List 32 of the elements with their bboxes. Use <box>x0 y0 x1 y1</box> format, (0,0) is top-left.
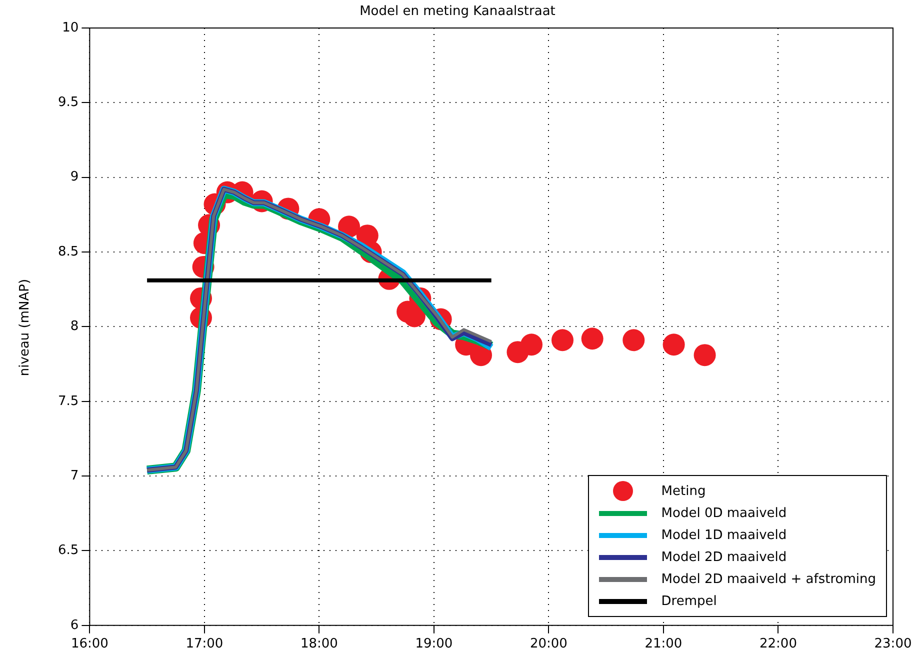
x-tick-label: 21:00 <box>644 636 682 652</box>
point <box>662 334 685 356</box>
x-tick-label: 19:00 <box>415 636 453 652</box>
point <box>622 329 645 352</box>
legend-label: Model 1D maaiveld <box>661 528 787 543</box>
y-tick-label: 8 <box>70 319 79 334</box>
x-tick-label: 16:00 <box>70 636 108 652</box>
y-tick-label: 8.5 <box>58 244 79 260</box>
x-tick-label: 18:00 <box>300 636 338 652</box>
chart-title: Model en meting Kanaalstraat <box>358 4 556 19</box>
y-tick-label: 7.5 <box>58 394 79 409</box>
y-tick-label: 9 <box>70 170 79 185</box>
y-tick-label: 6 <box>70 618 79 633</box>
legend-label: Model 0D maaiveld <box>661 506 787 521</box>
legend-label: Model 2D maaiveld + afstroming <box>661 572 876 587</box>
y-axis-title: niveau (mNAP) <box>18 278 32 378</box>
legend-label: Model 2D maaiveld <box>661 550 787 565</box>
point <box>470 344 492 366</box>
legend-label: Drempel <box>661 594 717 609</box>
x-tick-label: 20:00 <box>530 636 568 652</box>
x-tick-label: 23:00 <box>874 636 912 652</box>
point <box>694 344 716 366</box>
point <box>520 334 543 356</box>
y-tick-label: 10 <box>62 20 79 36</box>
y-tick-label: 6.5 <box>58 543 79 558</box>
y-tick-label: 7 <box>70 468 79 484</box>
x-tick-label: 17:00 <box>186 636 224 652</box>
legend-label: Meting <box>661 484 706 499</box>
x-tick-label: 22:00 <box>760 636 797 652</box>
point <box>581 328 604 350</box>
y-tick-label: 9.5 <box>58 95 79 110</box>
point <box>551 329 574 352</box>
